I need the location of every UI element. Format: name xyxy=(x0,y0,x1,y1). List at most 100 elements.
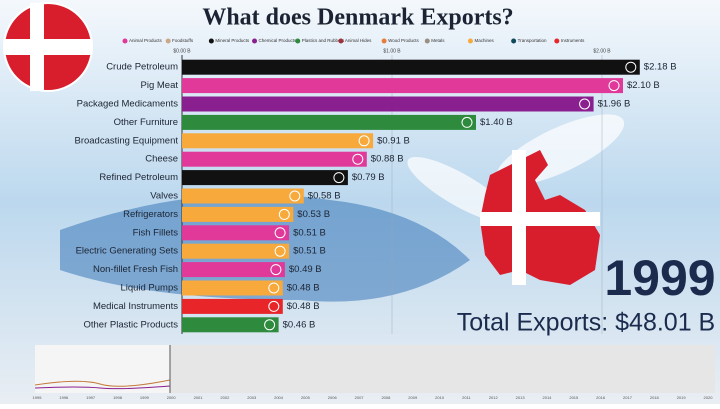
legend-swatch xyxy=(511,38,517,44)
timeline-year: 1999 xyxy=(140,395,150,400)
legend-swatch xyxy=(467,38,473,44)
bar xyxy=(182,96,594,112)
timeline-year: 2001 xyxy=(194,395,204,400)
legend-label: Animal Products xyxy=(129,38,163,43)
bar xyxy=(182,78,623,94)
legend-label: Wood Products xyxy=(388,38,419,43)
timeline-year: 2019 xyxy=(677,395,687,400)
legend-label: Plastics and Rubbers xyxy=(302,38,345,43)
legend-swatch xyxy=(295,38,301,44)
value-label: $0.51 B xyxy=(293,227,326,238)
value-label: $0.91 B xyxy=(377,135,410,146)
timeline-line xyxy=(34,385,171,390)
legend-label: Mineral Products xyxy=(215,38,250,43)
value-label: $1.40 B xyxy=(480,117,513,128)
timeline-year: 2018 xyxy=(650,395,660,400)
timeline-year: 1995 xyxy=(33,395,43,400)
y-tick-label: Other Furniture xyxy=(114,117,178,128)
legend-swatch xyxy=(338,38,344,44)
y-tick-label: Fish Fillets xyxy=(133,227,179,238)
value-label: $0.48 B xyxy=(287,283,320,294)
x-tick-label: $1.00 B xyxy=(383,48,401,54)
timeline-year: 2010 xyxy=(435,395,445,400)
bar-icon xyxy=(278,208,290,220)
value-label: $0.46 B xyxy=(283,319,316,330)
legend-swatch xyxy=(252,38,258,44)
timeline-year: 2005 xyxy=(301,395,311,400)
legend-label: Machines xyxy=(474,38,494,43)
y-tick-label: Refined Petroleum xyxy=(99,172,178,183)
timeline-year: 2006 xyxy=(328,395,338,400)
y-tick-label: Cheese xyxy=(145,154,178,165)
timeline-year: 2007 xyxy=(355,395,365,400)
bar-icon xyxy=(289,190,301,202)
timeline-year: 1998 xyxy=(113,395,123,400)
value-label: $0.53 B xyxy=(297,209,330,220)
x-tick-label: $0.00 B xyxy=(173,48,191,54)
y-tick-label: Electric Generating Sets xyxy=(76,246,179,257)
year-label: 1999 xyxy=(604,250,715,306)
bar-icon xyxy=(333,172,345,184)
timeline-year: 2012 xyxy=(489,395,499,400)
bar xyxy=(182,59,640,75)
timeline-year: 2000 xyxy=(167,395,177,400)
bar-icon xyxy=(579,98,591,110)
bar xyxy=(182,262,285,278)
timeline-year: 2016 xyxy=(596,395,606,400)
bar xyxy=(182,188,304,204)
bar xyxy=(182,317,279,333)
bar xyxy=(182,225,290,241)
bar-icon xyxy=(270,264,282,276)
legend-label: Metals xyxy=(431,38,445,43)
bar-icon xyxy=(608,80,620,92)
legend-swatch xyxy=(122,38,128,44)
value-label: $0.79 B xyxy=(352,172,385,183)
x-tick-label: $2.00 B xyxy=(593,48,611,54)
bar-icon xyxy=(358,135,370,147)
legend-swatch xyxy=(381,38,387,44)
timeline-year: 2020 xyxy=(704,395,714,400)
legend-label: Chemical Products xyxy=(259,38,298,43)
bar xyxy=(182,243,290,259)
y-tick-label: Packaged Medicaments xyxy=(77,99,179,110)
y-tick-label: Refrigerators xyxy=(123,209,178,220)
bar-icon xyxy=(625,61,637,73)
timeline-year: 2002 xyxy=(220,395,230,400)
timeline-year: 1997 xyxy=(86,395,96,400)
value-label: $2.18 B xyxy=(644,62,677,73)
bar xyxy=(182,298,283,314)
y-tick-label: Non-fillet Fresh Fish xyxy=(93,264,178,275)
legend-label: Animal Hides xyxy=(345,38,372,43)
bar xyxy=(182,280,283,296)
value-label: $1.96 B xyxy=(598,99,631,110)
total-exports: Total Exports: $48.01 B xyxy=(457,309,715,337)
timeline-year: 2011 xyxy=(462,395,471,400)
y-tick-label: Broadcasting Equipment xyxy=(74,135,178,146)
timeline-year: 2014 xyxy=(543,395,553,400)
timeline-year: 2008 xyxy=(381,395,391,400)
legend-label: Transportation xyxy=(518,38,547,43)
bar-icon xyxy=(461,116,473,128)
value-label: $0.58 B xyxy=(308,191,341,202)
legend-label: Instruments xyxy=(561,38,585,43)
bar xyxy=(182,114,476,130)
bar xyxy=(182,133,374,149)
bar-icon xyxy=(274,245,286,257)
chart-title: What does Denmark Exports? xyxy=(202,5,513,31)
bar-icon xyxy=(274,227,286,239)
value-label: $2.10 B xyxy=(627,80,660,91)
value-label: $0.48 B xyxy=(287,301,320,312)
legend-swatch xyxy=(424,38,430,44)
legend-label: Foodstuffs xyxy=(172,38,194,43)
y-tick-label: Medical Instruments xyxy=(93,301,178,312)
bar xyxy=(182,151,367,167)
timeline-progress xyxy=(35,345,170,393)
bar xyxy=(182,170,348,186)
y-tick-label: Crude Petroleum xyxy=(106,62,178,73)
timeline-year: 2004 xyxy=(274,395,284,400)
bar-icon xyxy=(264,319,276,331)
timeline-year: 2017 xyxy=(623,395,633,400)
value-label: $0.51 B xyxy=(293,246,326,257)
legend-swatch xyxy=(165,38,171,44)
